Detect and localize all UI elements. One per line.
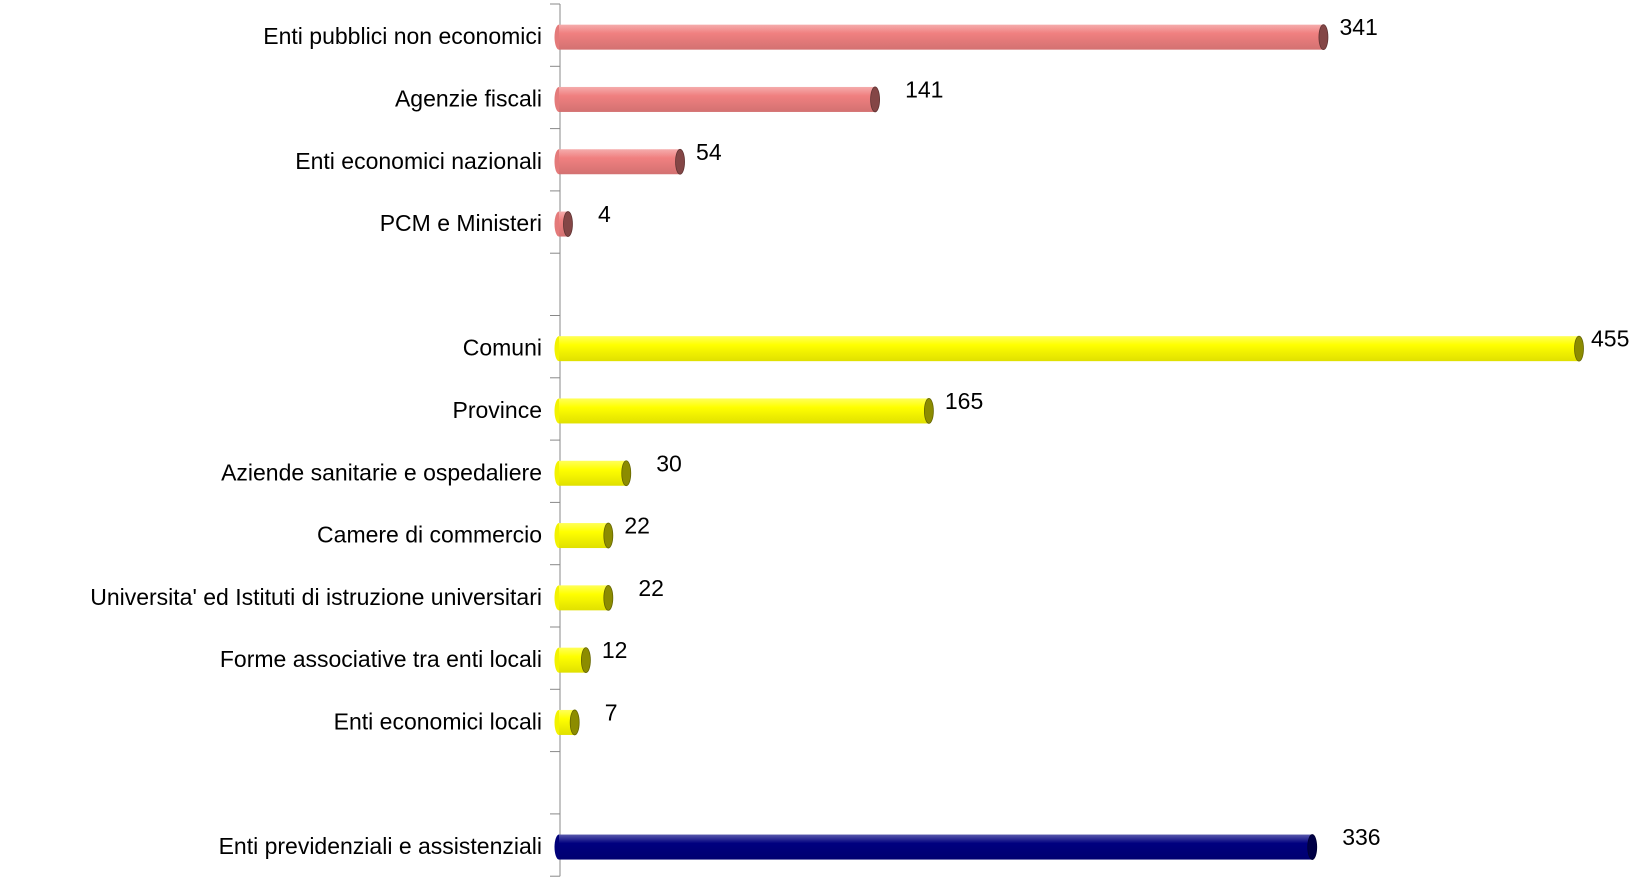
bar (554, 211, 573, 237)
bar (554, 834, 1318, 860)
bar (554, 398, 934, 424)
bar-body (559, 336, 1579, 362)
bar-layer (554, 24, 1584, 860)
bar-end-cap (603, 522, 614, 549)
category-label: Universita' ed Istituti di istruzione un… (90, 584, 542, 610)
bar (554, 584, 614, 611)
bar-end-cap (1307, 834, 1318, 860)
category-label-layer: Enti pubblici non economici Agenzie fisca… (90, 23, 542, 859)
bar-body (559, 585, 609, 611)
bar-body (559, 460, 627, 486)
bar-body (559, 86, 876, 112)
value-label: 22 (624, 513, 650, 539)
value-label-layer: 341 141 54 4 455 165 30 22 22 12 7 336 (598, 14, 1629, 850)
bar (554, 709, 580, 736)
category-label: Comuni (463, 335, 542, 361)
value-label: 7 (605, 699, 618, 725)
value-label: 455 (1591, 326, 1629, 352)
bar (554, 647, 591, 674)
bar-end-cap (621, 460, 632, 487)
bar-end-cap (581, 647, 591, 674)
bar-body (559, 149, 681, 175)
bar-end-cap (1574, 335, 1584, 362)
value-label: 54 (696, 139, 722, 165)
value-label: 12 (602, 637, 628, 663)
category-label: Enti economici nazionali (295, 148, 542, 174)
bar-end-cap (870, 86, 880, 113)
value-label: 141 (905, 76, 943, 102)
bar-end-cap (603, 584, 614, 611)
category-label: Enti previdenziali e assistenziali (219, 833, 542, 859)
bar-end-cap (1318, 24, 1329, 51)
bar (554, 460, 632, 487)
value-label: 165 (945, 388, 983, 414)
bar-end-cap (563, 211, 573, 237)
bar-body (559, 24, 1324, 50)
bar (554, 24, 1329, 51)
value-label: 22 (638, 575, 664, 601)
category-label: Forme associative tra enti locali (220, 646, 542, 672)
value-label: 336 (1342, 824, 1380, 850)
bar-body (559, 834, 1313, 860)
category-label: PCM e Ministeri (380, 210, 542, 236)
bar (554, 148, 685, 175)
tick-layer (550, 3, 561, 877)
bar (554, 86, 880, 113)
category-label: Enti pubblici non economici (263, 23, 542, 49)
category-label: Agenzie fiscali (395, 85, 542, 111)
category-label: Camere di commercio (317, 522, 542, 548)
bar-body (559, 523, 609, 549)
category-label: Enti economici locali (334, 708, 542, 734)
bar-end-cap (675, 148, 685, 175)
value-label: 341 (1339, 14, 1377, 40)
bar-end-cap (923, 398, 934, 424)
category-label: Province (453, 397, 542, 423)
value-label: 4 (598, 201, 611, 227)
bar-end-cap (569, 709, 580, 736)
value-label: 30 (656, 450, 682, 476)
bar-body (559, 398, 929, 424)
bar (554, 522, 614, 549)
category-label: Aziende sanitarie e ospedaliere (221, 459, 542, 485)
bar (554, 335, 1584, 362)
